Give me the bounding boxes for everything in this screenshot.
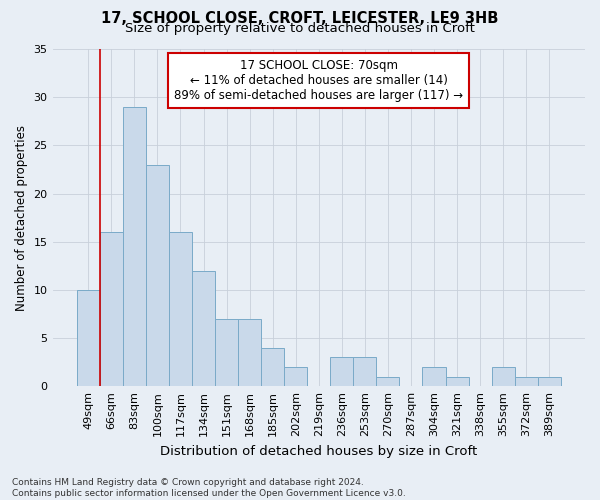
Bar [515,376,538,386]
Bar [100,232,123,386]
Bar [446,376,469,386]
Text: 17 SCHOOL CLOSE: 70sqm
← 11% of detached houses are smaller (14)
89% of semi-det: 17 SCHOOL CLOSE: 70sqm ← 11% of detached… [174,59,463,102]
Bar [192,270,215,386]
Bar [146,164,169,386]
Bar [261,348,284,386]
Bar [376,376,400,386]
Bar [353,358,376,386]
Bar [169,232,192,386]
Bar [330,358,353,386]
Bar [284,367,307,386]
Bar [491,367,515,386]
Bar [422,367,446,386]
Bar [538,376,561,386]
Bar [123,107,146,386]
Bar [238,318,261,386]
Text: Contains HM Land Registry data © Crown copyright and database right 2024.
Contai: Contains HM Land Registry data © Crown c… [12,478,406,498]
X-axis label: Distribution of detached houses by size in Croft: Distribution of detached houses by size … [160,444,478,458]
Bar [77,290,100,386]
Text: 17, SCHOOL CLOSE, CROFT, LEICESTER, LE9 3HB: 17, SCHOOL CLOSE, CROFT, LEICESTER, LE9 … [101,11,499,26]
Bar [215,318,238,386]
Y-axis label: Number of detached properties: Number of detached properties [15,124,28,310]
Text: Size of property relative to detached houses in Croft: Size of property relative to detached ho… [125,22,475,35]
